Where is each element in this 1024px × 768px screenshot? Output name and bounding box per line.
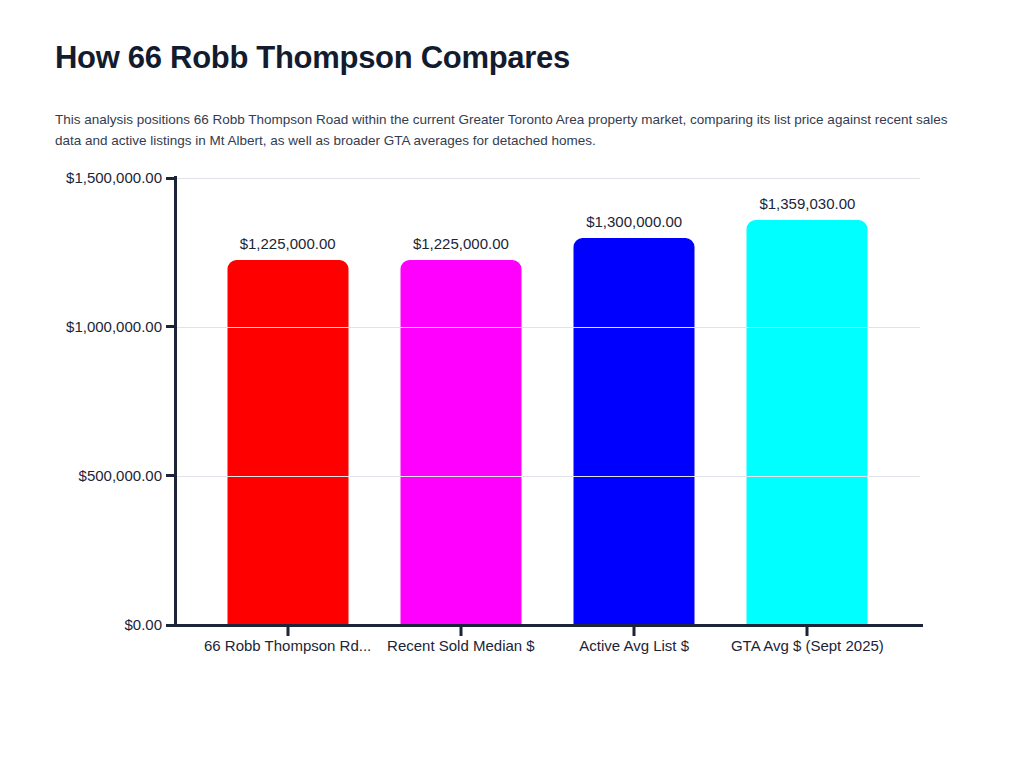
y-axis-tick-label: $500,000.00 bbox=[40, 467, 162, 485]
category-band: $1,300,000.00Active Avg List $ bbox=[548, 178, 721, 625]
gridline bbox=[177, 178, 920, 179]
x-axis-tick-label: 66 Robb Thompson Rd... bbox=[204, 637, 371, 654]
bar[interactable] bbox=[747, 220, 868, 625]
category-band: $1,225,000.00Recent Sold Median $ bbox=[374, 178, 547, 625]
x-axis-tick bbox=[806, 627, 809, 636]
y-axis-tick-label: $0.00 bbox=[40, 616, 162, 634]
x-axis-line bbox=[174, 624, 923, 627]
bar[interactable] bbox=[400, 260, 521, 625]
x-axis-tick-label: GTA Avg $ (Sept 2025) bbox=[731, 637, 884, 654]
gridline bbox=[177, 476, 920, 477]
y-axis-labels: $0.00$500,000.00$1,000,000.00$1,500,000.… bbox=[40, 178, 162, 625]
bar[interactable] bbox=[227, 260, 348, 625]
y-axis-tick bbox=[166, 177, 174, 180]
x-axis-tick bbox=[459, 627, 462, 636]
gridline bbox=[177, 327, 920, 328]
report-page: How 66 Robb Thompson Compares This analy… bbox=[0, 0, 1024, 768]
bar-value-label: $1,225,000.00 bbox=[240, 235, 336, 253]
y-axis-tick bbox=[166, 624, 174, 627]
y-axis-tick bbox=[166, 474, 174, 477]
x-axis-tick bbox=[633, 627, 636, 636]
y-axis-tick-label: $1,000,000.00 bbox=[40, 318, 162, 336]
bar-value-label: $1,300,000.00 bbox=[586, 213, 682, 231]
y-axis-tick bbox=[166, 325, 174, 328]
comparison-bar-chart: $0.00 $500,000.00 $1,000,000.00 $1,500,000.… bbox=[0, 0, 1024, 768]
category-band: $1,225,000.0066 Robb Thompson Rd... bbox=[201, 178, 374, 625]
bar[interactable] bbox=[574, 238, 695, 625]
x-axis-tick-label: Recent Sold Median $ bbox=[387, 637, 535, 654]
category-band: $1,359,030.00GTA Avg $ (Sept 2025) bbox=[721, 178, 894, 625]
bands: $1,225,000.0066 Robb Thompson Rd...$1,22… bbox=[201, 178, 894, 625]
y-axis-ticks bbox=[166, 178, 174, 625]
plot-area: $1,225,000.0066 Robb Thompson Rd...$1,22… bbox=[175, 178, 920, 625]
x-axis-tick bbox=[286, 627, 289, 636]
bar-value-label: $1,359,030.00 bbox=[759, 195, 855, 213]
bar-value-label: $1,225,000.00 bbox=[413, 235, 509, 253]
y-axis-tick-label: $1,500,000.00 bbox=[40, 169, 162, 187]
x-axis-tick-label: Active Avg List $ bbox=[579, 637, 689, 654]
